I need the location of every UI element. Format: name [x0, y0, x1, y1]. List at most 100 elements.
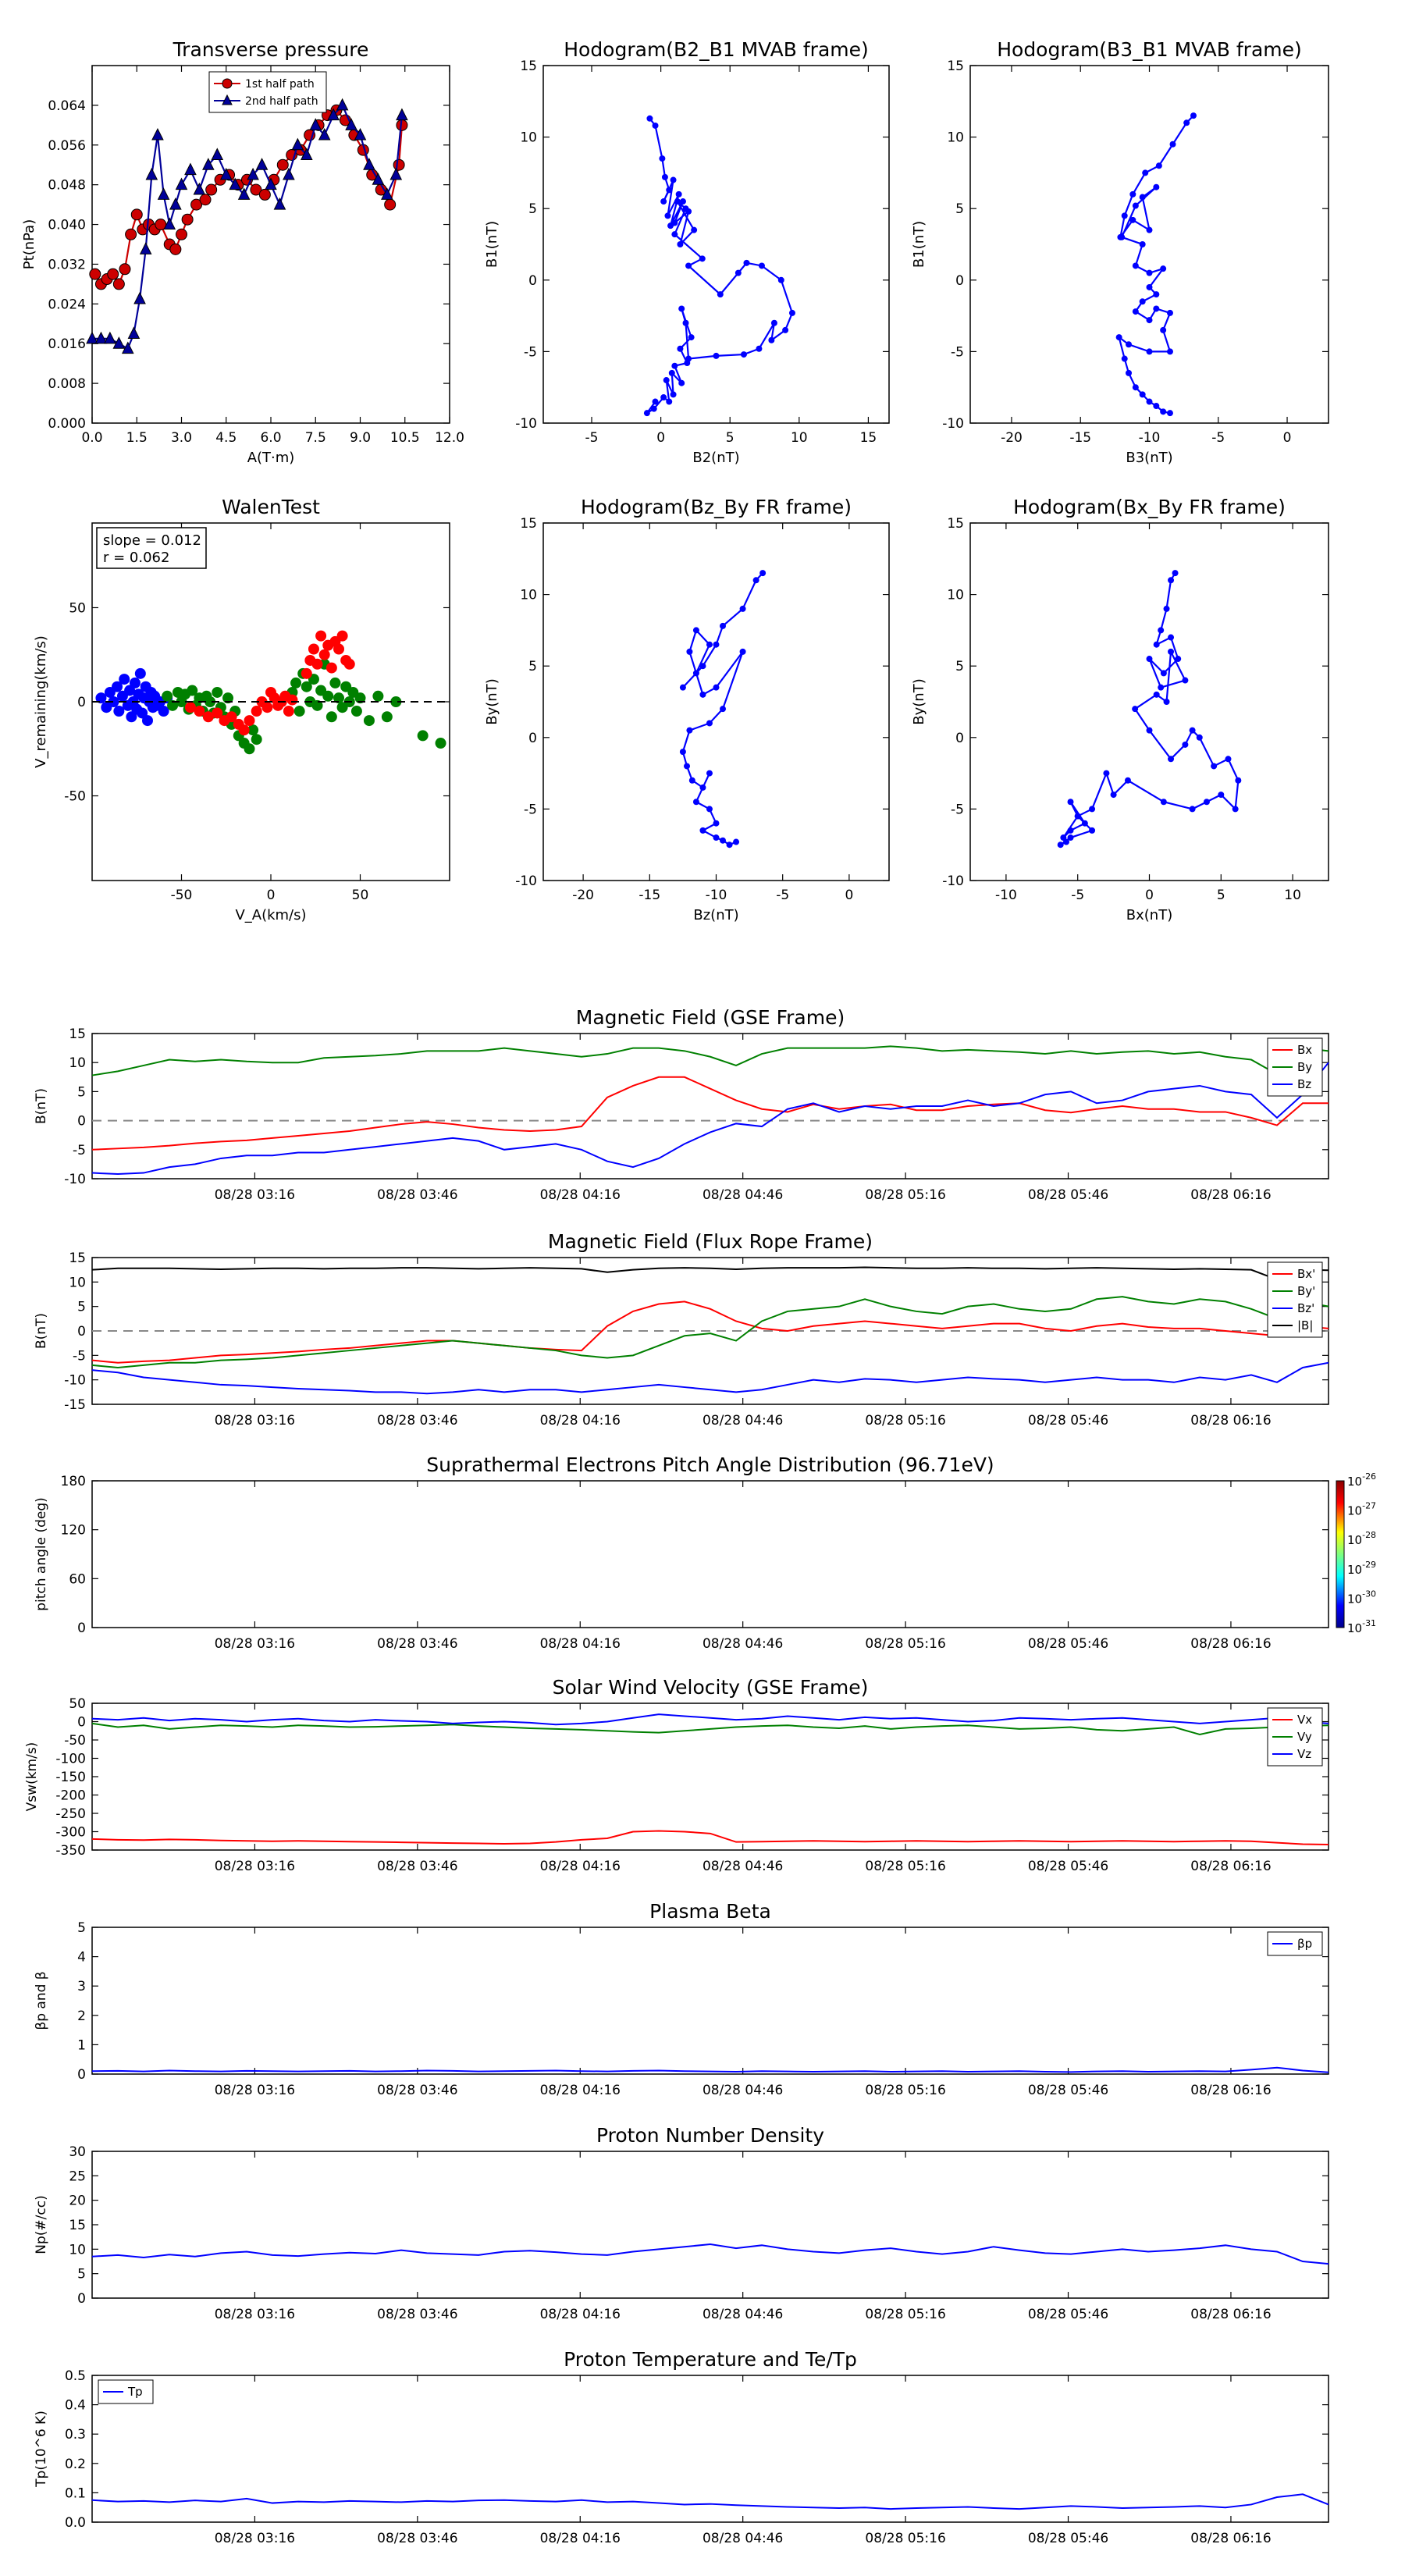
walen-test-point — [390, 696, 402, 707]
hodogram-bx-by-point — [1232, 806, 1239, 813]
hodogram-b3-b1-point — [1142, 169, 1149, 176]
pad-colorbar-exponent: -28 — [1362, 1530, 1376, 1540]
walen-test-point — [226, 711, 237, 723]
transverse-pressure-point — [309, 118, 322, 130]
hodogram-bz-by-point — [688, 777, 695, 784]
vsw-ytick-label: -350 — [55, 1843, 86, 1859]
hodogram-bx-by-point — [1146, 656, 1153, 663]
vsw-marks — [91, 1713, 1329, 1845]
transverse-pressure-point — [211, 148, 224, 160]
hodogram-bz-by-xtick-label: 0 — [845, 888, 853, 903]
walen-test-point — [363, 715, 375, 727]
np-frame — [91, 2151, 1329, 2299]
hodogram-b3-b1-point — [1166, 309, 1173, 316]
walen-test-point — [325, 662, 337, 674]
tp-xtick-label: 08/28 04:46 — [702, 2531, 783, 2546]
tp-xtick-label: 08/28 04:16 — [540, 2531, 621, 2546]
np-xtick-label: 08/28 05:46 — [1028, 2307, 1108, 2322]
vsw-ytick-label: 0 — [77, 1715, 86, 1731]
hodogram-b3-b1-ytick-label: -10 — [942, 416, 964, 432]
vsw-title: Solar Wind Velocity (GSE Frame) — [553, 1676, 869, 1699]
hodogram-b2-b1-xtick-label: 0 — [656, 430, 665, 446]
ylabel: B1(nT) — [911, 221, 927, 268]
transverse-pressure-ytick-label: 0.032 — [48, 257, 86, 272]
hodogram-bz-by-point — [692, 670, 699, 677]
ylabel: By(nT) — [484, 678, 500, 724]
np-title: Proton Number Density — [596, 2124, 824, 2147]
transverse-pressure-point — [255, 158, 269, 170]
transverse-pressure-point — [184, 162, 197, 176]
transverse-pressure-point — [89, 268, 101, 280]
hodogram-bx-by-point — [1168, 756, 1175, 763]
hodogram-b2-b1-ytick-label: 10 — [520, 130, 537, 146]
hodogram-bz-by-point — [713, 834, 720, 841]
hodogram-bz-by-xtick-label: -5 — [776, 888, 789, 903]
ylabel: Pt(nPa) — [21, 219, 37, 269]
vsw-ytick-label: -50 — [64, 1733, 86, 1749]
transverse-pressure-point — [112, 336, 126, 349]
transverse-pressure-marks — [86, 98, 408, 354]
hodogram-b2-b1-point — [682, 205, 689, 212]
beta-xtick-label: 08/28 05:46 — [1028, 2083, 1108, 2098]
vsw-xtick-label: 08/28 05:16 — [865, 1859, 945, 1874]
transverse-pressure-point — [112, 278, 125, 290]
tp-xtick-label: 08/28 05:46 — [1028, 2531, 1108, 2546]
hodogram-b3-b1-xtick-label: -15 — [1069, 430, 1091, 446]
transverse-pressure-ytick-label: 0.024 — [48, 297, 86, 312]
hodogram-b3-b1-point — [1119, 233, 1126, 240]
mag-fr-xtick-label: 08/28 05:46 — [1028, 1413, 1108, 1429]
hodogram-b2-b1-point — [688, 334, 695, 341]
pad-ytick-label: 60 — [69, 1571, 86, 1587]
transverse-pressure-point — [345, 118, 357, 130]
transverse-pressure-point — [318, 127, 331, 141]
beta-ytick-label: 2 — [77, 2008, 86, 2024]
hodogram-b3-b1-ytick-label: 15 — [947, 59, 964, 74]
hodogram-bx-by-point — [1160, 670, 1167, 677]
vsw-legend-label: Vy — [1297, 1730, 1312, 1744]
hodogram-bx-by-point — [1189, 727, 1196, 734]
walen-test-point — [311, 658, 323, 670]
hodogram-b2-b1-point — [770, 319, 777, 326]
transverse-pressure-point — [190, 198, 203, 211]
vsw-xtick-label: 08/28 03:46 — [377, 1859, 457, 1874]
mag-fr-legend-label: |B| — [1297, 1318, 1313, 1332]
walen-test-point — [435, 738, 446, 749]
mag-gse-ytick-label: -10 — [64, 1172, 86, 1187]
hodogram-bz-by-point — [699, 691, 706, 698]
mag-fr-ytick-label: 0 — [77, 1324, 86, 1340]
transverse-pressure-xtick-label: 9.0 — [350, 430, 371, 446]
transverse-pressure-ytick-label: 0.064 — [48, 98, 86, 114]
transverse-pressure-point — [94, 331, 108, 344]
hodogram-bx-by-point — [1168, 648, 1175, 655]
walen-test-point — [372, 690, 384, 702]
transverse-pressure-point — [250, 183, 262, 196]
walen-test-point — [184, 702, 196, 713]
hodogram-b3-b1-xtick-label: -5 — [1211, 430, 1225, 446]
walen-test-point — [202, 711, 214, 723]
np-ytick-label: 30 — [69, 2144, 86, 2160]
hodogram-b3-b1-ytick-label: 10 — [947, 130, 964, 146]
hodogram-bz-by-point — [706, 770, 713, 777]
transverse-pressure-point — [265, 177, 277, 190]
ylabel: Np(#/cc) — [34, 2195, 49, 2254]
hodogram-bx-by-series-line — [1060, 572, 1240, 846]
hodogram-bx-by-point — [1057, 841, 1064, 849]
transverse-pressure-legend-marker — [222, 94, 233, 105]
mag-fr-xtick-label: 08/28 03:16 — [215, 1413, 295, 1429]
tp-xtick-label: 08/28 06:16 — [1190, 2531, 1271, 2546]
transverse-pressure-xtick-label: 4.5 — [215, 430, 237, 446]
hodogram-b2-b1-point — [661, 173, 668, 180]
transverse-pressure-point — [145, 167, 158, 180]
hodogram-b3-b1-point — [1132, 384, 1139, 391]
mag-gse-marks — [91, 1045, 1329, 1176]
hodogram-bz-by-point — [692, 799, 699, 806]
ylabel: Vsw(km/s) — [24, 1742, 40, 1812]
hodogram-b2-b1-point — [678, 379, 685, 386]
hodogram-b2-b1-point — [713, 352, 720, 359]
hodogram-b2-b1-point — [777, 276, 784, 283]
transverse-pressure-point — [229, 177, 242, 190]
hodogram-bx-by-ytick-label: 10 — [947, 588, 964, 603]
walen-test-point — [119, 674, 130, 685]
hodogram-b3-b1-point — [1132, 202, 1139, 209]
walen-test-point — [329, 677, 341, 688]
